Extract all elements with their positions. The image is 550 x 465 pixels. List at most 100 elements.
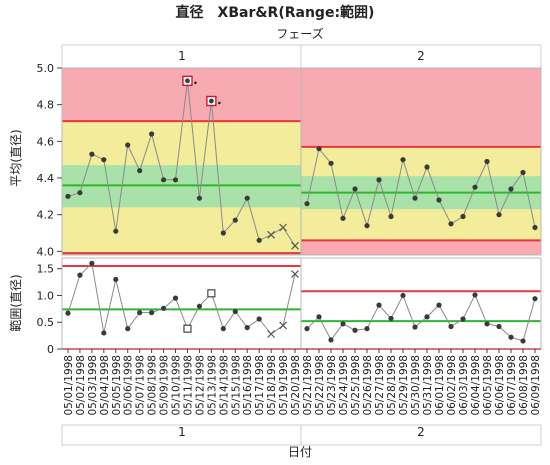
xbar-data-point [89,151,95,157]
xbar-data-point [101,157,107,163]
range-data-point [196,303,203,309]
x-tick-label: 06/07/1998 [506,355,518,416]
x-tick-label: 05/29/1998 [398,355,410,416]
range-data-point [256,316,262,322]
range-data-point-x-marker [279,321,287,330]
xbar-data-point [424,164,430,170]
range-panel-border [300,257,542,350]
range-y-tick-label: 0.5 [37,316,55,329]
x-tick-label: 05/27/1998 [374,355,386,416]
range-data-point [460,316,466,322]
phase-1-header-label: 1 [178,49,186,63]
range-background [301,258,541,349]
phase-2-footer-label: 2 [417,425,425,439]
xbar-series-line [67,80,296,247]
xbar-flag-marker [194,81,197,85]
xbar-series-line [306,147,536,228]
range-data-point [376,302,382,308]
xbar-x-marker-stroke [279,223,287,232]
xbar-data-point [244,195,250,201]
range-data-point [520,338,526,344]
xbar-data-point [232,217,238,223]
x-tick-label: 05/07/1998 [135,355,147,416]
xbar-data-point [137,168,143,174]
xbar-y-axis-label: 平均(直径) [9,129,23,186]
range-data-point [508,334,514,340]
x-tick-label: 06/01/1998 [434,355,446,416]
xbar-flag-marker [218,101,221,105]
phase-1-footer-label: 1 [178,425,186,439]
plot-area: 4.04.24.44.64.85.000.51.01.505/01/1998 05… [37,44,542,446]
range-data-point [352,327,358,333]
xbar-data-point [316,146,322,152]
xbar-x-marker-stroke [291,241,299,250]
x-tick-label: 05/26/1998 [362,355,374,416]
xbar-data-point [520,169,526,176]
x-tick-label: 05/17/1998 [254,355,266,416]
x-tick-label: 05/02/1998 [75,355,87,416]
x-tick-label: 05/10/1998 [171,355,183,416]
x-tick-label: 05/04/1998 [99,355,111,416]
range-y-tick-label: 0 [47,343,54,356]
range-data-point [125,326,131,332]
x-tick-label: 05/01/1998 [63,355,75,416]
range-data-point [137,310,143,316]
xbar-data-point [208,98,214,104]
xbar-y-tick-label: 4.0 [37,245,55,258]
range-data-point [160,305,167,311]
xbar-data-point [352,186,358,192]
xbar-data-point [256,237,262,243]
xbar-phase-2 [300,67,542,256]
range-data-point [412,324,418,330]
xbar-y-tick-label: 4.2 [37,209,55,222]
xbar-data-point [185,78,190,84]
range-y-tick-label: 1.0 [37,289,55,302]
range-data-point [244,324,250,331]
x-tick-label: 05/12/1998 [194,355,206,416]
range-data-point [448,323,454,330]
xbar-data-point [484,158,490,165]
x-tick-label: 06/06/1998 [494,355,506,416]
range-background [62,258,301,349]
xbar-data-point [113,228,119,234]
x-tick-label: 06/09/1998 [530,355,542,416]
xbar-data-point-x-marker [279,223,287,232]
xbar-data-point [77,190,83,196]
xbar-data-point [496,212,502,218]
range-data-point-x-marker [291,270,299,278]
range-data-point [328,337,334,343]
range-data-point [220,326,226,332]
range-data-point [424,314,430,320]
xbar-data-point [328,160,334,166]
range-data-point [388,315,394,322]
xbar-data-point [364,223,370,229]
x-tick-label: 05/25/1998 [350,355,362,416]
range-data-point-square [207,289,216,298]
range-data-point [340,321,346,327]
x-tick-label: 06/02/1998 [446,355,458,416]
phase-footer-box-2 [300,424,542,446]
range-x-marker-stroke [279,321,287,330]
x-tick-label: 05/31/1998 [422,355,434,416]
x-tick-label: 05/21/1998 [302,355,314,416]
range-x-marker-stroke [267,330,276,338]
range-y-tick-label: 1.5 [37,263,55,276]
range-data-point-square [183,324,192,333]
xbar-y-tick-label: 4.6 [37,135,55,148]
x-tick-label: 05/14/1998 [218,355,230,416]
xbar-panel-border [300,67,542,256]
range-data-point [472,292,478,298]
xbar-data-point [125,142,131,148]
xbar-y-tick-label: 4.8 [37,99,55,112]
x-tick-label: 06/04/1998 [470,355,482,416]
xbar-data-point [172,177,179,183]
xbar-data-point [532,224,538,231]
range-data-point [436,302,442,308]
xbar-data-point [65,193,71,199]
x-tick-label: 05/11/1998 [183,355,195,416]
x-tick-label: 05/28/1998 [386,355,398,416]
range-data-point-x-marker [267,330,276,338]
xbar-data-point-x-marker [267,230,276,239]
xbar-data-point [460,213,466,220]
xbar-data-point [196,195,203,201]
